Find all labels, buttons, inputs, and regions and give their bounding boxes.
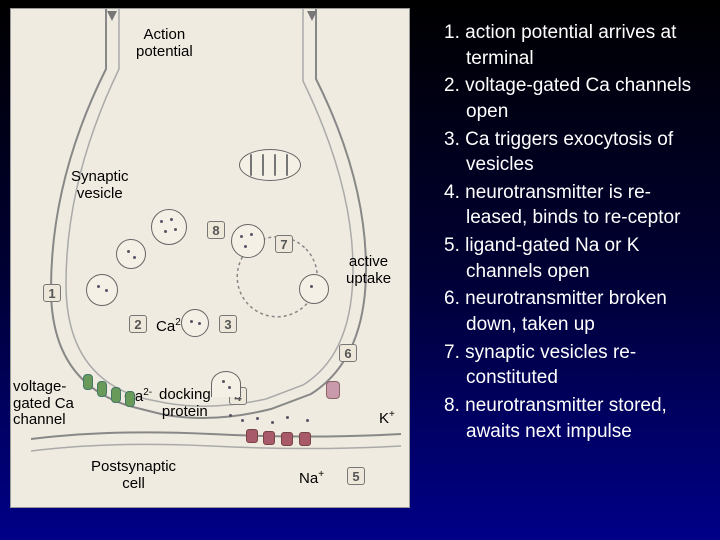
label-synaptic-vesicle: Synaptic vesicle	[71, 169, 129, 202]
steps-list: 1. action potential arrives at terminal …	[420, 20, 705, 444]
step-1: 1. action potential arrives at terminal	[420, 20, 705, 71]
step-3: 3. Ca triggers exocytosis of vesicles	[420, 127, 705, 178]
step-8: 8. neurotransmitter stored, awaits next …	[420, 393, 705, 444]
label-k-plus: K+	[379, 409, 395, 428]
label-na-plus: Na+	[299, 469, 324, 488]
ca-channel-1	[83, 374, 93, 390]
label-postsynaptic: Postsynaptic cell	[91, 459, 176, 492]
vesicle-docking	[211, 371, 241, 397]
receptor-1	[246, 429, 258, 443]
numbox-3: 3	[219, 315, 237, 333]
nt-dot	[229, 414, 232, 417]
receptor-2	[263, 431, 275, 445]
vesicle-2	[231, 224, 265, 258]
numbox-2: 2	[129, 315, 147, 333]
ca-channel-3	[111, 387, 121, 403]
vesicle-5	[181, 309, 209, 337]
vesicle-1	[151, 209, 187, 245]
step-5: 5. ligand-gated Na or K channels open	[420, 233, 705, 284]
step-4: 4. neurotransmitter is re-leased, binds …	[420, 180, 705, 231]
vesicle-6	[299, 274, 329, 304]
arrow-axon-2	[307, 11, 317, 21]
label-vg-ca-channel: voltage- gated Ca channel	[13, 379, 74, 429]
synapse-diagram: Action potential Synaptic vesicle voltag…	[10, 8, 410, 508]
numbox-5: 5	[347, 467, 365, 485]
label-active-uptake: active uptake	[346, 254, 391, 287]
receptor-3	[281, 432, 293, 446]
step-7: 7. synaptic vesicles re-constituted	[420, 340, 705, 391]
label-action-potential: Action potential	[136, 27, 193, 60]
nt-dot	[286, 416, 289, 419]
vesicle-3	[86, 274, 118, 306]
vesicle-4	[116, 239, 146, 269]
nt-dot	[271, 421, 274, 424]
ca-channel-2	[97, 381, 107, 397]
uptake-pump	[326, 381, 340, 399]
ca-channel-4	[125, 391, 135, 407]
numbox-1: 1	[43, 284, 61, 302]
numbox-6: 6	[339, 344, 357, 362]
mitochondrion	[239, 149, 301, 181]
numbox-7: 7	[275, 235, 293, 253]
nt-dot	[306, 419, 309, 422]
nt-dot	[241, 419, 244, 422]
step-2: 2. voltage-gated Ca channels open	[420, 73, 705, 124]
step-6: 6. neurotransmitter broken down, taken u…	[420, 286, 705, 337]
numbox-8: 8	[207, 221, 225, 239]
nt-dot	[256, 417, 259, 420]
receptor-4	[299, 432, 311, 446]
arrow-axon-1	[107, 11, 117, 21]
steps-panel: 1. action potential arrives at terminal …	[410, 0, 720, 540]
label-docking-protein: docking protein	[159, 387, 211, 420]
